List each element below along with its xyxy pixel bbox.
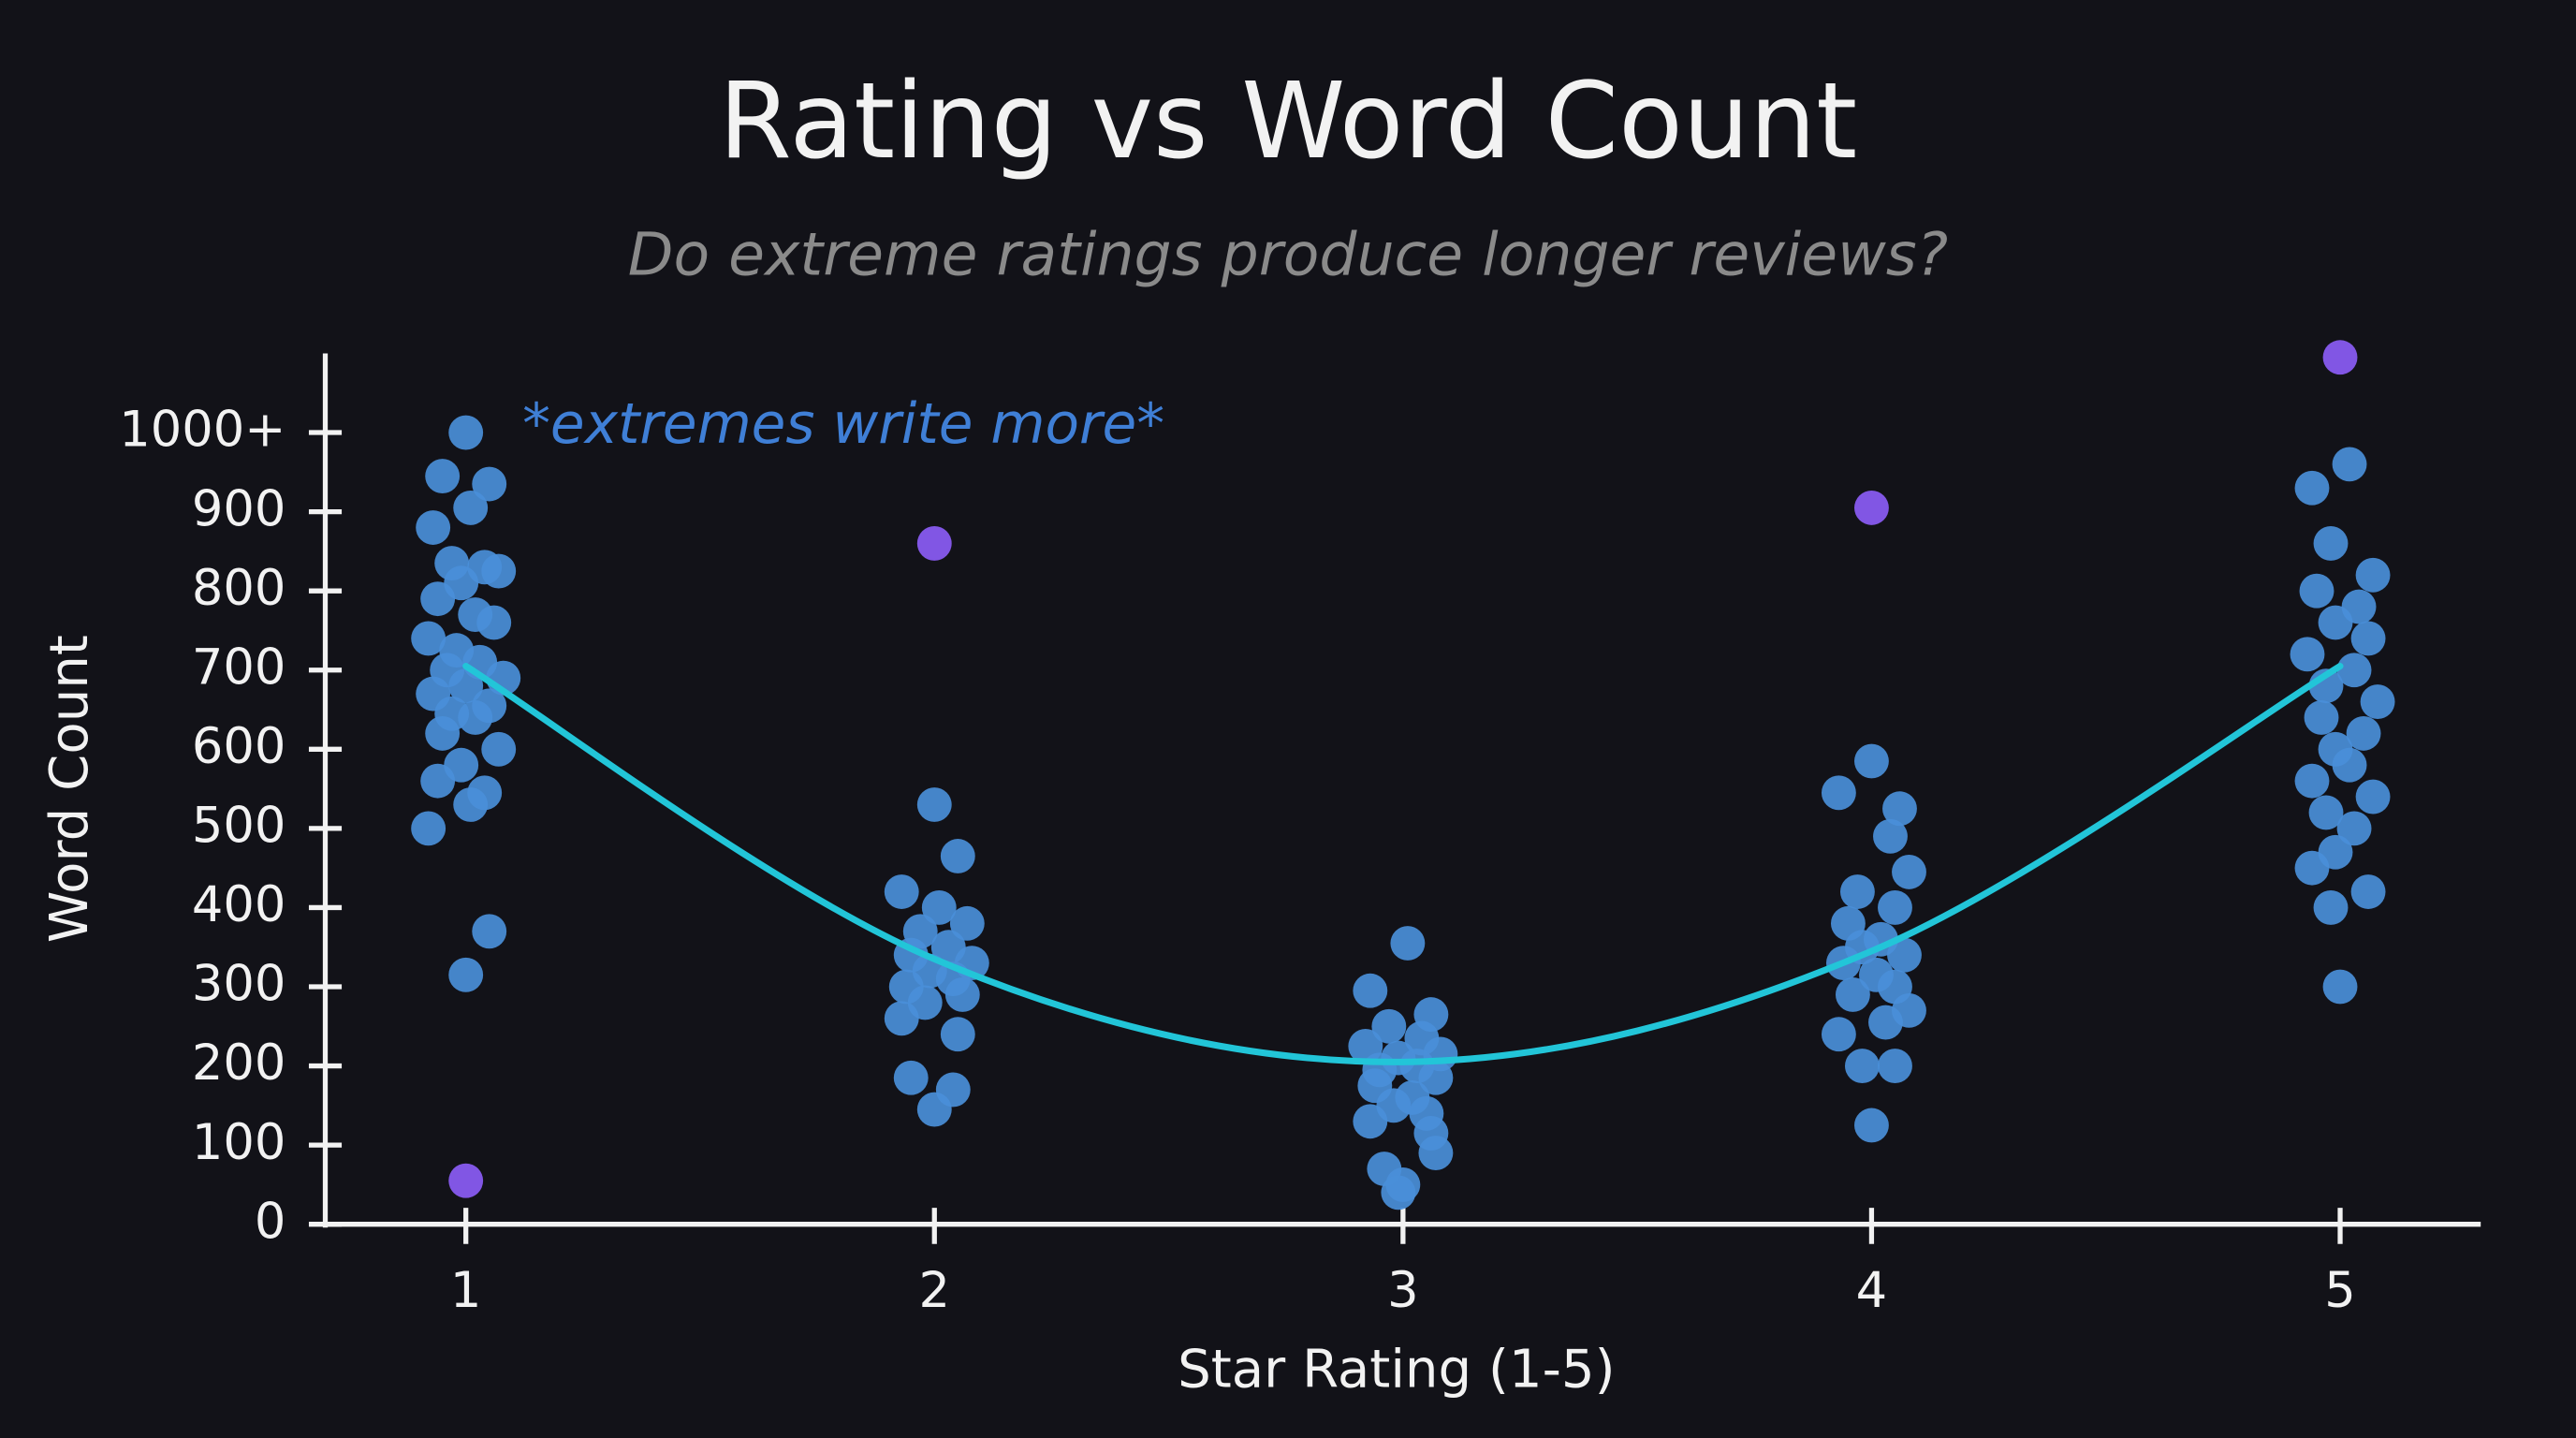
point [2294, 850, 2330, 886]
point [481, 731, 517, 767]
x-tick-label: 5 [2324, 1262, 2355, 1319]
point [2308, 795, 2344, 830]
point [2294, 763, 2330, 799]
point [2290, 637, 2325, 672]
annotation: *extremes write more* [522, 392, 1164, 457]
point [1353, 973, 1388, 1008]
point [2355, 779, 2391, 814]
point [1873, 818, 1908, 854]
y-tick-label: 100 [192, 1114, 285, 1171]
point [2322, 340, 2358, 375]
point [921, 890, 957, 925]
point [448, 415, 484, 450]
point [2346, 715, 2381, 751]
point [1353, 1104, 1388, 1139]
point [944, 977, 980, 1012]
point [2336, 653, 2372, 688]
chart-subtitle: Do extreme ratings produce longer review… [628, 219, 1948, 288]
point [2350, 874, 2386, 909]
point [2336, 811, 2372, 846]
point [2313, 526, 2349, 561]
point [884, 874, 919, 909]
point [1371, 1008, 1407, 1044]
point [1892, 854, 1926, 889]
point [1418, 1060, 1454, 1095]
point [476, 605, 512, 640]
point [420, 581, 456, 617]
point [448, 668, 484, 704]
point [448, 1163, 484, 1198]
point [2294, 470, 2330, 506]
point [1821, 1017, 1856, 1052]
point [2318, 605, 2353, 640]
point [1839, 874, 1875, 909]
point [2313, 890, 2349, 925]
point [2304, 700, 2339, 735]
point [916, 787, 952, 822]
point [884, 1001, 919, 1036]
y-tick-label: 700 [192, 638, 285, 696]
y-tick-label: 500 [192, 798, 285, 855]
point [1845, 1049, 1880, 1083]
y-tick-label: 200 [192, 1034, 285, 1092]
point [458, 700, 493, 735]
y-tick-label: 400 [192, 876, 285, 933]
point [1418, 1136, 1454, 1171]
x-tick-label: 1 [450, 1262, 482, 1319]
point [425, 715, 461, 751]
point [416, 510, 451, 545]
point [949, 905, 985, 941]
point [2332, 747, 2367, 783]
y-tick-label: 300 [192, 956, 285, 1013]
y-tick-label: 1000+ [119, 402, 285, 459]
x-axis-label: Star Rating (1-5) [1178, 1339, 1615, 1400]
point [1854, 1108, 1889, 1143]
point [481, 553, 517, 589]
point [916, 526, 952, 561]
point [2360, 684, 2395, 719]
trend-line [462, 663, 2344, 1065]
point [425, 459, 461, 493]
point [1887, 937, 1922, 973]
point [453, 787, 489, 822]
y-axis-label: Word Count [39, 635, 100, 943]
point [448, 957, 484, 992]
x-tick-label: 4 [1856, 1262, 1887, 1319]
point [1854, 743, 1889, 779]
point [2355, 557, 2391, 593]
point [893, 1060, 929, 1095]
chart-title: Rating vs Word Count [719, 61, 1857, 183]
point [1882, 791, 1917, 827]
y-tick-label: 600 [192, 718, 285, 775]
point [411, 811, 446, 846]
point [1390, 926, 1426, 961]
point [1878, 1049, 1912, 1083]
point [420, 763, 456, 799]
point [2299, 573, 2334, 609]
point [940, 839, 975, 873]
point [1835, 977, 1870, 1012]
x-tick-label: 2 [919, 1262, 951, 1319]
point [916, 1092, 952, 1127]
point [472, 466, 507, 502]
point [411, 621, 446, 656]
point [1868, 1005, 1903, 1040]
y-tick-label: 0 [255, 1193, 286, 1250]
y-tick-label: 800 [192, 560, 285, 617]
point [1878, 890, 1912, 925]
point [472, 914, 507, 949]
x-tick-label: 3 [1387, 1262, 1419, 1319]
point [1854, 490, 1889, 525]
point [940, 1017, 975, 1052]
point [2350, 621, 2386, 656]
y-tick-label: 900 [192, 480, 285, 537]
point [453, 490, 489, 525]
point [2322, 969, 2358, 1005]
point [1381, 1175, 1416, 1211]
point [1821, 775, 1856, 811]
point [2332, 447, 2367, 482]
